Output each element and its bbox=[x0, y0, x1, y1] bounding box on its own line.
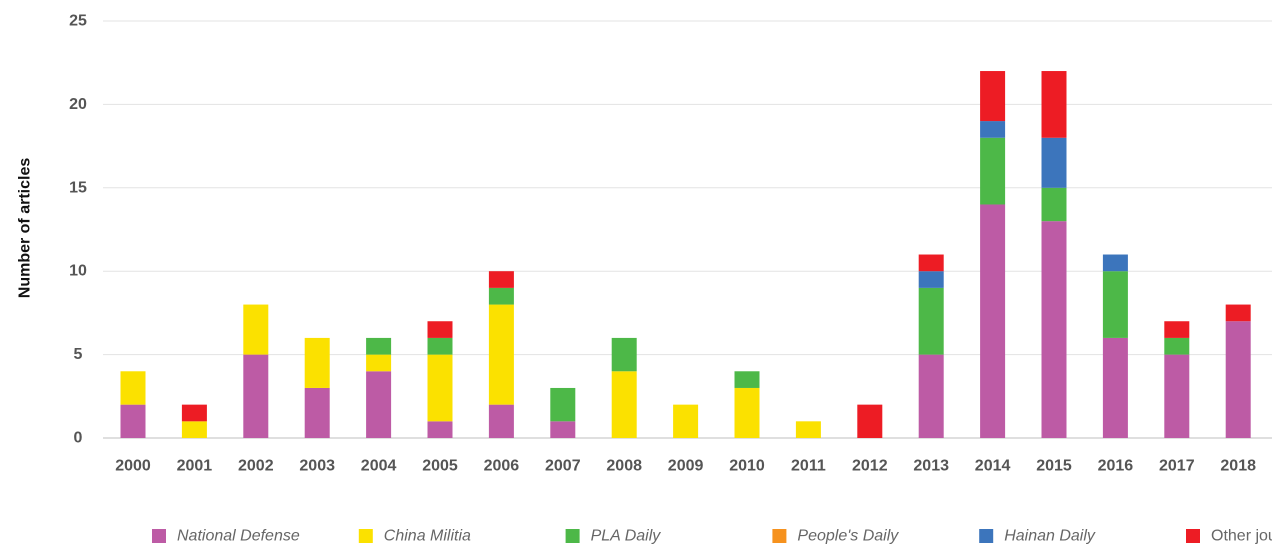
x-tick-label: 2005 bbox=[422, 458, 458, 475]
x-tick-label: 2012 bbox=[852, 458, 888, 475]
bar-segment-pla-daily-2017 bbox=[1164, 337, 1190, 355]
bar-segment-national-defense-2004 bbox=[366, 371, 392, 438]
y-axis-ticks: 0 5 10 15 20 25 bbox=[69, 13, 87, 447]
bar-segment-other-journals-2018 bbox=[1225, 304, 1251, 322]
bar-segment-china-militia-2006 bbox=[488, 304, 514, 405]
bar-segment-hainan-daily-2013 bbox=[918, 271, 944, 288]
bar-segment-china-militia-2005 bbox=[427, 354, 453, 422]
bar-segment-other-journals-2015 bbox=[1041, 71, 1067, 138]
bar-segment-pla-daily-2005 bbox=[427, 337, 453, 355]
bar-segment-pla-daily-2008 bbox=[611, 337, 637, 372]
x-tick-label: 2016 bbox=[1098, 458, 1134, 475]
x-tick-label: 2007 bbox=[545, 458, 581, 475]
bar-segment-pla-daily-2014 bbox=[980, 137, 1006, 205]
bar-segment-other-journals-2006 bbox=[488, 271, 514, 288]
bar-segment-national-defense-2002 bbox=[243, 354, 269, 438]
bar-segment-hainan-daily-2016 bbox=[1102, 254, 1128, 272]
y-tick-label: 0 bbox=[74, 430, 83, 447]
bar-segment-pla-daily-2016 bbox=[1102, 271, 1128, 338]
x-tick-label: 2008 bbox=[606, 458, 642, 475]
x-tick-label: 2018 bbox=[1220, 458, 1256, 475]
bar-segment-national-defense-2007 bbox=[550, 421, 576, 438]
y-tick-label: 20 bbox=[69, 96, 87, 113]
bar-segment-national-defense-2005 bbox=[427, 421, 453, 438]
legend: National Defense China Militia PLA Daily Pe… bbox=[152, 528, 1272, 545]
bar-segment-other-journals-2013 bbox=[918, 254, 944, 272]
x-tick-label: 2004 bbox=[361, 458, 397, 475]
legend-label-other-journals: Other journals bbox=[1211, 528, 1272, 545]
legend-swatch-pla-daily bbox=[565, 529, 580, 543]
bar-segment-other-journals-2001 bbox=[181, 404, 207, 422]
bar-segment-national-defense-2018 bbox=[1225, 321, 1251, 438]
y-tick-label: 25 bbox=[69, 13, 87, 30]
y-axis-title: Number of articles bbox=[17, 158, 34, 299]
bar-segment-national-defense-2014 bbox=[980, 204, 1006, 438]
bar-segment-national-defense-2017 bbox=[1164, 354, 1190, 438]
bar-segment-national-defense-2000 bbox=[120, 404, 146, 438]
bar-segment-china-militia-2010 bbox=[734, 387, 760, 438]
legend-swatch-people-s-daily bbox=[772, 529, 787, 543]
bar-segment-hainan-daily-2014 bbox=[980, 121, 1006, 138]
bar-segment-china-militia-2008 bbox=[611, 371, 637, 438]
legend-label-hainan-daily: Hainan Daily bbox=[1004, 528, 1096, 545]
legend-swatch-hainan-daily bbox=[979, 529, 994, 543]
y-tick-label: 10 bbox=[69, 263, 87, 280]
legend-label-national-defense: National Defense bbox=[177, 528, 300, 545]
bar-segment-china-militia-2003 bbox=[304, 337, 330, 388]
bar-segment-china-militia-2009 bbox=[673, 404, 699, 438]
x-tick-label: 2003 bbox=[299, 458, 335, 475]
bar-segment-china-militia-2011 bbox=[795, 421, 821, 438]
bar-segment-other-journals-2012 bbox=[857, 404, 883, 438]
bar-segment-national-defense-2003 bbox=[304, 387, 330, 438]
bar-segment-pla-daily-2010 bbox=[734, 371, 760, 388]
bar-segment-national-defense-2013 bbox=[918, 354, 944, 438]
bar-segment-pla-daily-2006 bbox=[488, 287, 514, 305]
gridlines bbox=[103, 20, 1272, 439]
bar-segment-pla-daily-2013 bbox=[918, 287, 944, 355]
legend-swatch-national-defense bbox=[152, 529, 166, 543]
bar-segment-national-defense-2016 bbox=[1102, 337, 1128, 438]
bar-segment-national-defense-2015 bbox=[1041, 221, 1067, 438]
bar-segment-china-militia-2000 bbox=[120, 371, 146, 405]
bar-segment-china-militia-2002 bbox=[243, 304, 269, 355]
bar-segment-china-militia-2001 bbox=[181, 421, 207, 438]
bar-segment-pla-daily-2004 bbox=[366, 337, 392, 355]
bar-segment-other-journals-2014 bbox=[980, 71, 1006, 122]
x-tick-label: 2009 bbox=[668, 458, 704, 475]
x-tick-label: 2000 bbox=[115, 458, 151, 475]
x-tick-label: 2011 bbox=[791, 458, 826, 475]
x-tick-label: 2014 bbox=[975, 458, 1011, 475]
x-tick-label: 2013 bbox=[913, 458, 949, 475]
legend-label-people-s-daily: People's Daily bbox=[797, 528, 899, 545]
bars bbox=[120, 71, 1251, 438]
bar-segment-pla-daily-2007 bbox=[550, 387, 576, 422]
x-tick-label: 2006 bbox=[484, 458, 520, 475]
y-tick-label: 15 bbox=[69, 179, 87, 196]
x-tick-label: 2002 bbox=[238, 458, 274, 475]
bar-segment-other-journals-2005 bbox=[427, 321, 453, 338]
bar-segment-other-journals-2017 bbox=[1164, 321, 1190, 338]
bar-segment-pla-daily-2015 bbox=[1041, 187, 1067, 222]
y-tick-label: 5 bbox=[74, 346, 83, 363]
legend-swatch-other-journals bbox=[1186, 529, 1200, 543]
x-tick-label: 2015 bbox=[1036, 458, 1072, 475]
x-tick-label: 2017 bbox=[1159, 458, 1195, 475]
x-tick-label: 2010 bbox=[729, 458, 765, 475]
legend-label-china-militia: China Militia bbox=[384, 528, 471, 545]
bar-segment-national-defense-2006 bbox=[488, 404, 514, 438]
bar-segment-china-militia-2004 bbox=[366, 354, 392, 372]
legend-swatch-china-militia bbox=[358, 529, 373, 543]
x-axis-ticks: 2000 2001 2002 2003 2004 2005 2006 2007 2008 2009… bbox=[115, 458, 1256, 475]
x-tick-label: 2001 bbox=[177, 458, 213, 475]
legend-label-pla-daily: PLA Daily bbox=[591, 528, 662, 545]
bar-segment-hainan-daily-2015 bbox=[1041, 137, 1067, 188]
